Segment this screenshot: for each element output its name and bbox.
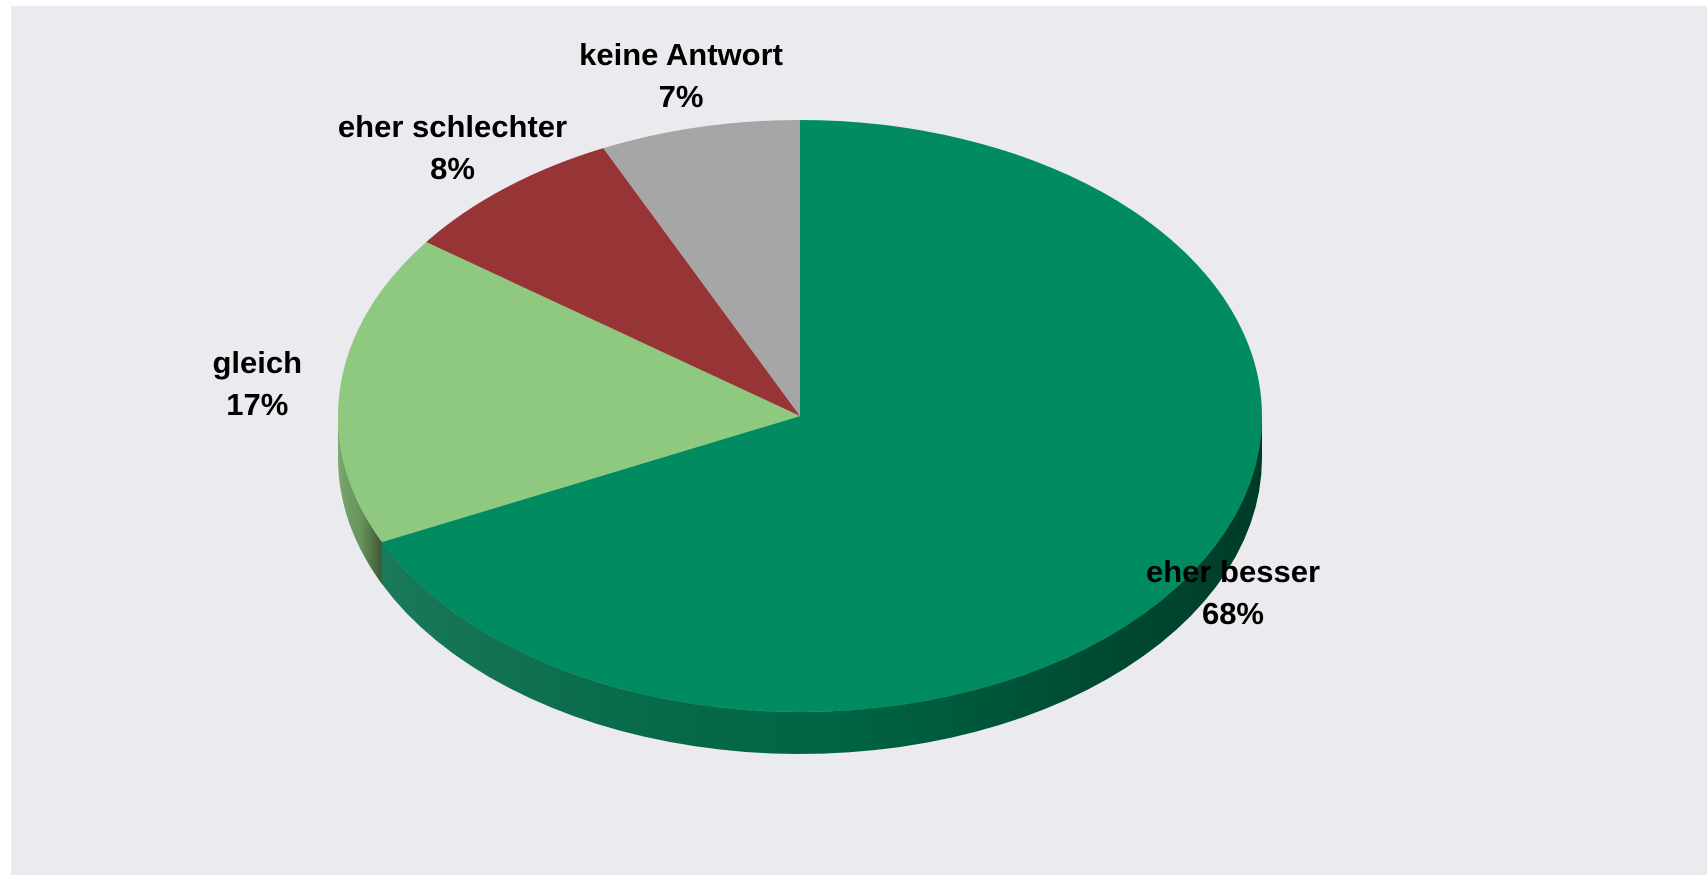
slice-label-percent: 7%: [659, 79, 704, 114]
slice-label-gleich: gleich 17%: [212, 345, 302, 422]
pie-slice-eher-besser: [381, 120, 1262, 712]
slice-label-percent: 17%: [226, 387, 288, 422]
pie-sides: [338, 416, 1262, 754]
slice-label-percent: 8%: [430, 151, 475, 186]
slice-labels: eher besser 68% gleich 17% eher schlechter 8%…: [212, 37, 1320, 631]
pie-slices: [338, 120, 1262, 712]
pie-slice-gleich: [338, 242, 800, 543]
pie-slice-keine-antwort: [603, 120, 800, 416]
slice-label-name: eher schlechter: [338, 109, 567, 144]
slice-label-eher-schlechter: eher schlechter 8%: [338, 109, 567, 186]
slice-label-eher-besser: eher besser 68%: [1146, 554, 1320, 631]
slice-label-name: eher besser: [1146, 554, 1320, 589]
slice-label-name: gleich: [212, 345, 302, 380]
pie-side-shade-eher-besser: [381, 416, 1262, 754]
slice-label-keine-antwort: keine Antwort 7%: [579, 37, 783, 114]
slice-label-name: keine Antwort: [579, 37, 783, 72]
pie-side-shade-gleich: [338, 416, 382, 585]
slice-label-percent: 68%: [1202, 596, 1264, 631]
pie-slice-eher-schlechter: [426, 148, 800, 416]
